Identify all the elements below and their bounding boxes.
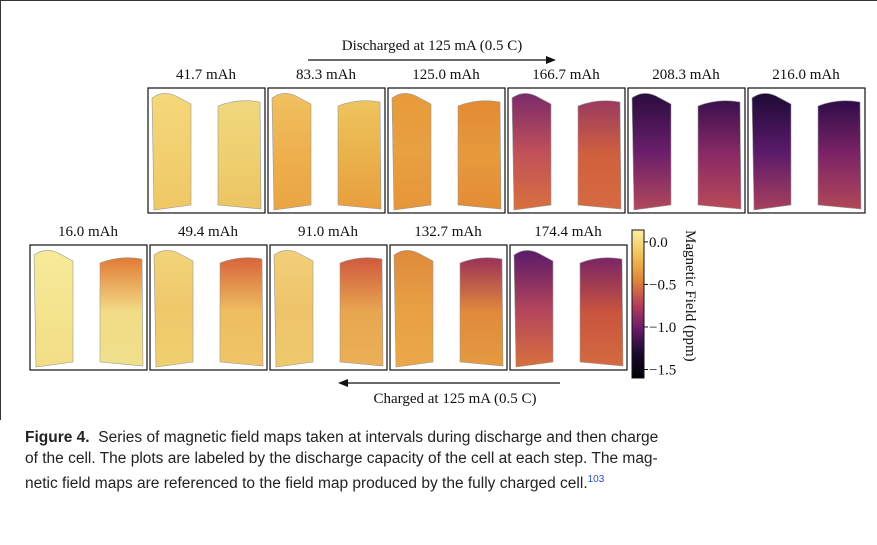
electrode-map bbox=[580, 258, 623, 366]
electrode-map bbox=[340, 258, 383, 366]
electrode-map bbox=[818, 101, 861, 209]
electrode-map bbox=[512, 93, 551, 210]
colorbar bbox=[632, 230, 644, 378]
electrode-map bbox=[34, 250, 73, 367]
colorbar-tick-label: −0.5 bbox=[649, 277, 676, 293]
panel-label: 216.0 mAh bbox=[772, 67, 840, 83]
electrode-map bbox=[274, 250, 313, 367]
panel-label: 174.4 mAh bbox=[534, 224, 602, 240]
charge-label: Charged at 125 mA (0.5 C) bbox=[373, 391, 536, 407]
colorbar-tick-label: −1.0 bbox=[649, 320, 676, 336]
panel-label: 132.7 mAh bbox=[414, 224, 482, 240]
panel-label: 49.4 mAh bbox=[178, 224, 239, 240]
reference: 103 bbox=[588, 474, 605, 485]
electrode-map bbox=[458, 101, 501, 209]
colorbar-tick-label: −1.5 bbox=[649, 362, 676, 378]
electrode-map bbox=[100, 258, 143, 366]
electrode-map bbox=[752, 93, 791, 210]
caption-label: Figure 4. bbox=[25, 429, 90, 446]
electrode-map bbox=[394, 250, 433, 367]
electrode-map bbox=[152, 93, 191, 210]
colorbar-label: Magnetic Field (ppm) bbox=[682, 230, 698, 362]
panel-label: 208.3 mAh bbox=[652, 67, 720, 83]
colorbar-tick-label: 0.0 bbox=[649, 235, 668, 251]
electrode-map bbox=[338, 101, 381, 209]
panel-label: 125.0 mAh bbox=[412, 67, 480, 83]
discharge-label: Discharged at 125 mA (0.5 C) bbox=[342, 38, 523, 54]
electrode-map bbox=[460, 258, 503, 366]
electrode-map bbox=[220, 258, 263, 366]
panel-label: 16.0 mAh bbox=[58, 224, 119, 240]
caption-line: Figure 4. Series of magnetic field maps … bbox=[25, 427, 865, 448]
page: Discharged at 125 mA (0.5 C) Charged at … bbox=[0, 0, 877, 545]
arrow-head bbox=[546, 56, 556, 64]
electrode-map bbox=[514, 250, 553, 367]
electrode-map bbox=[698, 101, 741, 209]
caption-text: Series of magnetic field maps taken at i… bbox=[98, 429, 658, 446]
caption-text: netic field maps are referenced to the f… bbox=[25, 475, 588, 492]
panel-label: 166.7 mAh bbox=[532, 67, 600, 83]
panel-label: 83.3 mAh bbox=[296, 67, 357, 83]
caption-line: of the cell. The plots are labeled by th… bbox=[25, 448, 865, 469]
electrode-map bbox=[578, 101, 621, 209]
electrode-map bbox=[154, 250, 193, 367]
caption-line: netic field maps are referenced to the f… bbox=[25, 469, 865, 494]
electrode-map bbox=[392, 93, 431, 210]
electrode-map bbox=[272, 93, 311, 210]
electrode-map bbox=[218, 101, 261, 209]
electrode-map bbox=[632, 93, 671, 210]
panel-label: 91.0 mAh bbox=[298, 224, 359, 240]
figure: Discharged at 125 mA (0.5 C) Charged at … bbox=[0, 0, 877, 420]
caption: Figure 4. Series of magnetic field maps … bbox=[25, 427, 865, 494]
arrow-head bbox=[338, 379, 348, 387]
panel-label: 41.7 mAh bbox=[176, 67, 237, 83]
